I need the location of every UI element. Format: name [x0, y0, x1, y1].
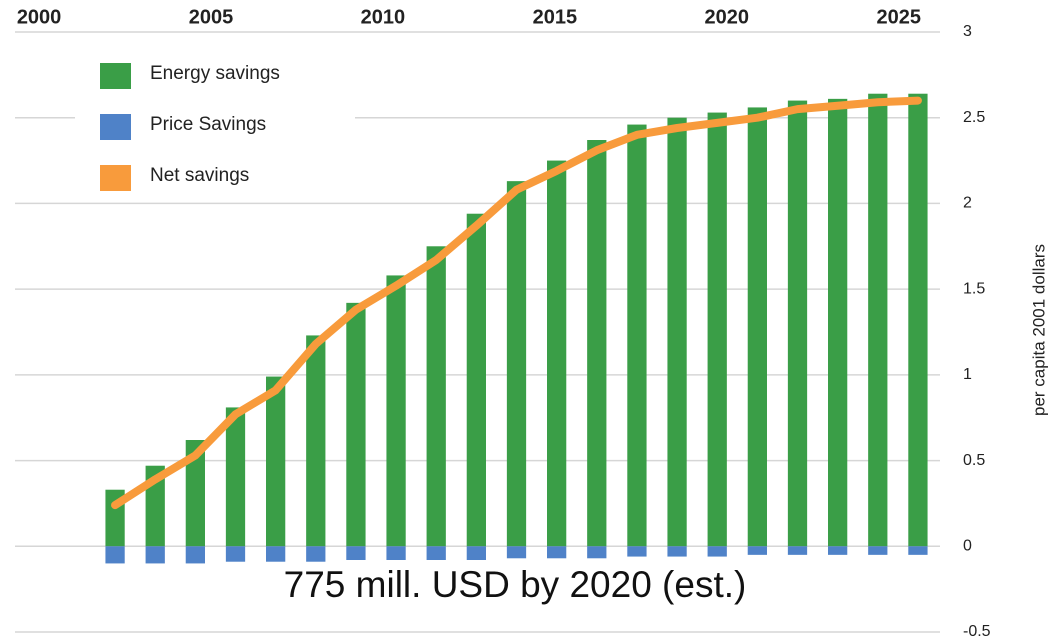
bar — [587, 140, 607, 547]
bar — [627, 546, 647, 557]
y-tick-label: 2 — [963, 195, 972, 212]
bar — [587, 546, 607, 559]
bar — [828, 98, 848, 547]
bar — [266, 376, 286, 547]
marks — [105, 93, 928, 564]
legend-label: Energy savings — [150, 63, 280, 84]
legend-swatch — [100, 114, 131, 140]
bar — [667, 117, 687, 547]
y-tick-label: 0.5 — [963, 452, 985, 469]
bar — [466, 213, 486, 547]
y-axis-label: per capita 2001 dollars — [1029, 244, 1048, 416]
legend-label: Price Savings — [150, 114, 266, 135]
y-tick-label: 3 — [963, 23, 972, 40]
bar — [667, 546, 687, 557]
bar — [266, 546, 286, 562]
y-tick-label: 1.5 — [963, 280, 985, 297]
bar — [426, 546, 446, 560]
x-tick-label: 2010 — [361, 6, 406, 28]
bar — [828, 546, 848, 555]
x-tick-label: 2020 — [705, 6, 750, 28]
bar — [306, 546, 326, 562]
bar — [627, 124, 647, 547]
bar — [868, 93, 888, 547]
bar — [426, 246, 446, 547]
legend: Energy savings Price Savings Net savings — [100, 63, 280, 191]
bar — [787, 546, 808, 555]
bar — [547, 160, 567, 547]
bar — [747, 546, 767, 555]
annotation: 775 mill. USD by 2020 (est.) — [284, 564, 747, 605]
bar — [547, 546, 567, 559]
bar — [707, 546, 727, 557]
x-tick-label: 2025 — [876, 6, 921, 28]
bar — [306, 335, 326, 547]
bar — [908, 93, 928, 547]
bar — [868, 546, 888, 555]
bar — [506, 546, 527, 559]
bar — [707, 112, 727, 547]
y-tick-label: 0 — [963, 538, 972, 555]
y-tick-label: 2.5 — [963, 109, 985, 126]
axes: 2000 2005 2010 2015 2020 2025 -0.5 0 0.5 1 1.5 2 2.5… — [17, 6, 991, 640]
bar — [386, 546, 406, 560]
bar — [105, 546, 125, 564]
bar — [225, 546, 246, 562]
x-tick-label: 2005 — [189, 6, 234, 28]
bar — [185, 440, 205, 547]
bar — [747, 107, 767, 547]
bar — [185, 546, 205, 564]
bar — [908, 546, 928, 555]
bar — [225, 407, 246, 547]
bar — [346, 302, 366, 547]
legend-swatch — [100, 165, 131, 191]
legend-label: Net savings — [150, 165, 249, 186]
bar — [145, 546, 165, 564]
bar — [346, 546, 366, 560]
bar — [386, 275, 406, 547]
bar — [506, 181, 527, 547]
bar — [787, 100, 808, 547]
y-tick-label: -0.5 — [963, 623, 991, 640]
bar — [466, 546, 486, 560]
y-tick-label: 1 — [963, 366, 972, 383]
x-tick-label: 2015 — [533, 6, 578, 28]
legend-swatch — [100, 63, 131, 89]
line — [111, 96, 922, 510]
x-tick-label: 2000 — [17, 6, 62, 28]
